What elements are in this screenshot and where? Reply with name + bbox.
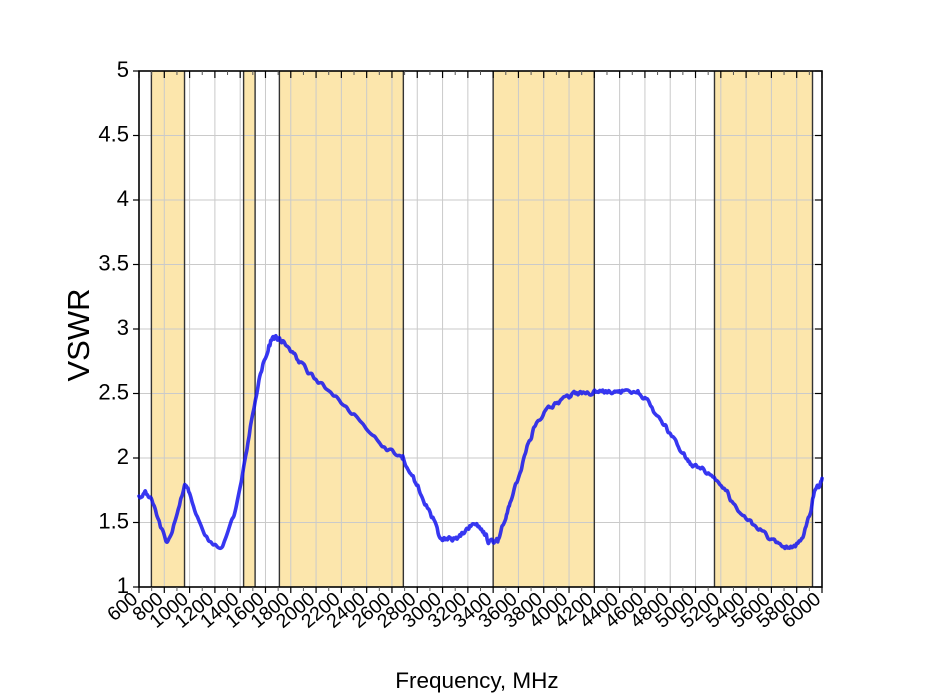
svg-text:5: 5 bbox=[117, 57, 129, 82]
svg-text:4: 4 bbox=[117, 186, 129, 211]
svg-text:2: 2 bbox=[117, 444, 129, 469]
svg-text:3: 3 bbox=[117, 315, 129, 340]
svg-text:Frequency, MHz: Frequency, MHz bbox=[395, 668, 558, 693]
svg-text:4.5: 4.5 bbox=[98, 122, 129, 147]
svg-text:3.5: 3.5 bbox=[98, 251, 129, 276]
svg-text:VSWR: VSWR bbox=[61, 289, 96, 382]
svg-text:2.5: 2.5 bbox=[98, 380, 129, 405]
svg-text:1.5: 1.5 bbox=[98, 509, 129, 534]
